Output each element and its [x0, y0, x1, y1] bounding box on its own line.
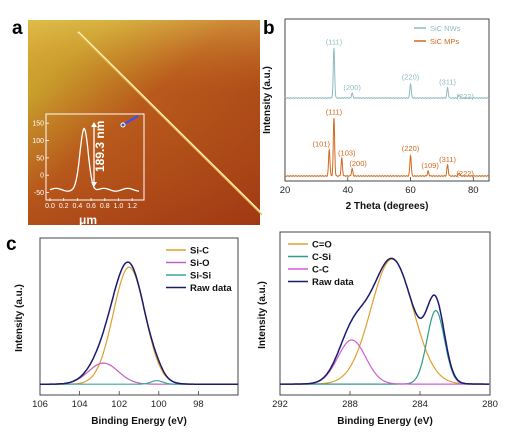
xps-xtick-label: 104 — [72, 399, 88, 410]
xrd-peak-label: (111) — [326, 37, 343, 46]
xps-c-ylabel: Intensity (a.u.) — [257, 281, 268, 349]
xrd-peak-label: (220) — [402, 144, 420, 153]
afm-nanowire-edge — [77, 32, 263, 216]
xps-c-plot-frame — [279, 231, 491, 396]
legend-label-mps: SiC MPs — [430, 37, 459, 46]
xrd-xtick-label: 40 — [342, 185, 353, 196]
legend-label: Si-O — [190, 258, 210, 269]
inset-xtick-label: 0.8 — [100, 203, 110, 210]
xps-xtick-label: 280 — [482, 399, 498, 410]
xps-raw-data-curve — [280, 257, 490, 385]
xrd-xlabel: 2 Theta (degrees) — [346, 201, 429, 212]
inset-frame — [45, 113, 145, 201]
xps-xtick-label: 292 — [272, 399, 288, 410]
xps-xtick-label: 98 — [193, 399, 204, 410]
panel-label-b: b — [263, 18, 275, 39]
xps-component-curve — [280, 309, 490, 385]
legend-label: Raw data — [312, 277, 354, 288]
legend-label: Si-Si — [190, 271, 211, 282]
xps-xtick-label: 284 — [412, 399, 428, 410]
xrd-peak-label: (111) — [326, 107, 343, 116]
legend-label: C-Si — [312, 252, 331, 263]
inset-ylabel: nm — [12, 146, 26, 164]
xrd-peak-label: (222) — [456, 169, 474, 178]
inset-xtick-label: 0.6 — [86, 203, 96, 210]
xps-xtick-label: 102 — [111, 399, 127, 410]
afm-height-profile: 189.3 nm nm μm 150 100 50 0 -50 0.0 0.2 0.4 0.6… — [12, 113, 145, 227]
xps-xtick-label: 288 — [342, 399, 358, 410]
height-arrow-head-bottom — [91, 182, 97, 187]
legend-label-nws: SiC NWs — [430, 24, 461, 33]
xrd-xtick-label: 20 — [280, 185, 291, 196]
xrd-legend: SiC NWs SiC MPs — [414, 24, 461, 46]
afm-profile-line — [120, 115, 139, 127]
xrd-peak-label: (222) — [456, 92, 474, 101]
xrd-peak-label: (220) — [402, 73, 420, 82]
inset-xtick-label: 1.2 — [127, 203, 137, 210]
xps-component-curve — [280, 339, 490, 385]
xps-xtick-label: 100 — [151, 399, 167, 410]
xrd-series-line — [284, 48, 490, 99]
xrd-peak-label: (200) — [343, 83, 361, 92]
xrd-xtick-label: 80 — [468, 185, 479, 196]
xrd-peak-label: (101) — [312, 140, 330, 149]
inset-ytick-label: 50 — [36, 155, 44, 162]
height-arrow-head-top — [91, 122, 97, 127]
inset-xtick-label: 0.4 — [73, 203, 83, 210]
legend-label: Si-C — [190, 246, 209, 257]
xrd-peak-label: (311) — [439, 155, 456, 164]
inset-xtick-label: 1.0 — [114, 203, 124, 210]
panel-b: b (111)(200)(220)(311)(222)(101)(111)(10… — [262, 18, 490, 212]
xrd-xtick-label: 60 — [405, 185, 416, 196]
panel-label-a: a — [12, 18, 23, 39]
xrd-peak-label: (311) — [439, 78, 456, 87]
xrd-series-line — [284, 118, 490, 178]
legend-label: C-C — [312, 265, 329, 276]
inset-ytick-label: 150 — [32, 121, 44, 128]
inset-ytick-label: -50 — [34, 190, 44, 197]
inset-xlabel: μm — [79, 213, 97, 227]
legend-label: C=O — [312, 240, 332, 251]
xps-xtick-label: 106 — [32, 399, 48, 410]
inset-profile-curve — [49, 127, 139, 192]
panel-label-c: c — [6, 234, 17, 255]
height-annotation: 189.3 nm — [93, 121, 107, 172]
xps-component-curve — [40, 362, 238, 385]
xps-si-plot-frame — [39, 237, 239, 396]
xps-si-ylabel: Intensity (a.u.) — [14, 284, 25, 352]
xps-c-xlabel: Binding Energy (eV) — [337, 416, 433, 427]
inset-xtick-label: 0.2 — [59, 203, 69, 210]
xps-si-xlabel: Binding Energy (eV) — [91, 416, 187, 427]
xps-raw-data-curve — [40, 261, 238, 385]
inset-xtick-label: 0.0 — [45, 203, 55, 210]
xrd-peak-label: (109) — [421, 161, 439, 170]
xrd-ylabel: Intensity (a.u.) — [262, 66, 273, 134]
afm-profile-start-marker — [120, 122, 126, 128]
afm-nanowire — [77, 31, 263, 215]
panel-c: c 106 104 102 100 98 Intensity (a.u.) Bindin… — [6, 231, 498, 427]
xrd-peak-label: (103) — [338, 148, 356, 157]
inset-ytick-label: 100 — [32, 138, 44, 145]
inset-ytick-label: 0 — [40, 173, 44, 180]
legend-label: Raw data — [190, 283, 232, 294]
xrd-plot-frame — [284, 18, 490, 182]
xrd-peak-label: (200) — [349, 159, 367, 168]
